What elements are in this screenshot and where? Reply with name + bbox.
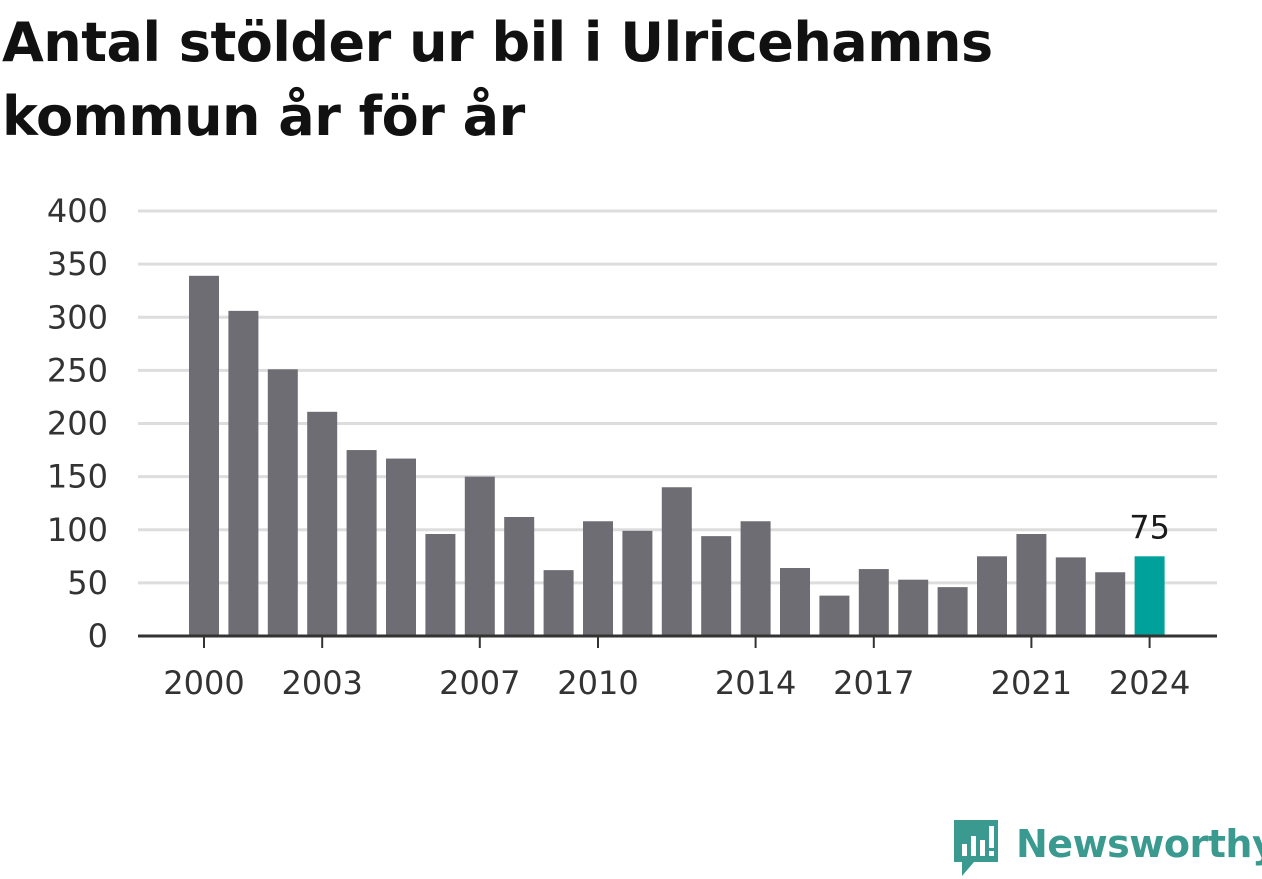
- bar-2023: [1095, 572, 1126, 636]
- bar-2007: [464, 476, 495, 636]
- y-tick-label: 400: [47, 192, 108, 230]
- x-tick-label: 2010: [557, 664, 638, 702]
- y-tick-label: 300: [47, 298, 108, 336]
- newsworthy-logo-icon: [954, 820, 998, 876]
- brand-logo: Newsworthy: [950, 818, 1262, 878]
- y-tick-label: 350: [47, 245, 108, 283]
- x-tick-label: 2017: [833, 664, 914, 702]
- x-tick-label: 2014: [715, 664, 796, 702]
- bar-2006: [425, 534, 456, 636]
- bar-2001: [228, 310, 259, 636]
- x-tick-label: 2021: [991, 664, 1072, 702]
- x-tick-label: 2024: [1109, 664, 1190, 702]
- bar-2017: [858, 569, 889, 636]
- y-tick-label: 100: [47, 511, 108, 549]
- bar-2011: [622, 530, 653, 636]
- bar-2000: [189, 275, 219, 636]
- y-tick-label: 200: [47, 405, 108, 443]
- y-tick-label: 150: [47, 458, 108, 496]
- bar-2009: [543, 570, 574, 636]
- bar-2016: [819, 595, 850, 636]
- bar-2022: [1055, 557, 1086, 636]
- bar-2005: [386, 458, 416, 636]
- bar-2004: [346, 450, 377, 636]
- data-label-highlight: 75: [1129, 508, 1170, 546]
- y-tick-label: 50: [67, 564, 108, 602]
- x-tick-label: 2003: [281, 664, 362, 702]
- bar-2014: [740, 521, 771, 636]
- bar-2021: [1016, 534, 1047, 636]
- y-tick-label: 250: [47, 351, 108, 389]
- bar-2002: [267, 369, 298, 636]
- bar-2012: [661, 487, 692, 636]
- x-tick-label: 2000: [163, 664, 244, 702]
- bar-2003: [307, 411, 338, 636]
- bar-2018: [898, 579, 929, 636]
- bar-2020: [977, 556, 1007, 636]
- bar-2015: [780, 568, 810, 636]
- bar-2008: [504, 517, 535, 636]
- bar-2013: [701, 536, 732, 636]
- bar-2019: [937, 587, 968, 636]
- brand-name: Newsworthy: [1016, 822, 1262, 866]
- bar-2024: [1134, 556, 1165, 636]
- bar-2010: [583, 521, 613, 636]
- y-tick-label: 0: [88, 617, 108, 655]
- chart-title: Antal stölder ur bil i Ulricehamns kommu…: [2, 11, 993, 148]
- x-tick-label: 2007: [439, 664, 520, 702]
